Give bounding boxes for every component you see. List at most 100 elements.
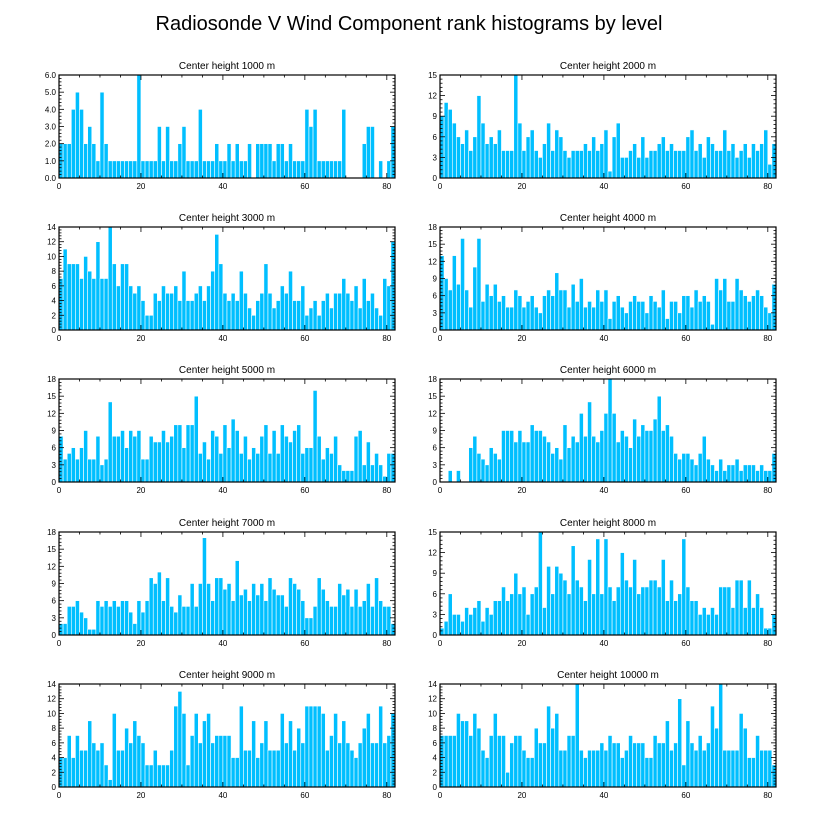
histogram-bar (599, 593, 605, 636)
histogram-panel: Center height 3000 m 0 2 4 6 8 10 12 14 0 20 40 60 80 (47, 213, 396, 343)
histogram-bar (546, 122, 551, 179)
histogram-bar (320, 588, 326, 636)
histogram-bar (255, 594, 261, 636)
histogram-bar (382, 278, 388, 331)
histogram-bar (579, 278, 584, 331)
histogram-bar (648, 430, 654, 483)
y-tick-label: 8 (52, 267, 57, 276)
histogram-bar (525, 614, 531, 636)
histogram-bar (312, 390, 318, 483)
histogram-bar (87, 270, 93, 331)
histogram-bar (124, 600, 129, 636)
histogram-panel: Center height 1000 m 0.0 1.0 2.0 3.0 4.0 5.0 6.… (45, 61, 396, 191)
histogram-bar (296, 727, 302, 788)
histogram-bar (325, 447, 330, 483)
x-tick-label: 60 (300, 639, 309, 648)
x-tick-label: 20 (136, 334, 145, 343)
histogram-bar (79, 109, 84, 179)
histogram-bar (517, 295, 523, 331)
histogram-bar (476, 727, 482, 788)
histogram-bar (333, 292, 338, 331)
histogram-bar (161, 430, 166, 483)
panel-title: Center height 7000 m (179, 518, 275, 529)
y-tick-label: 3 (433, 461, 438, 470)
histogram-bar (472, 435, 478, 483)
histogram-bar (177, 300, 183, 331)
histogram-bar (243, 160, 248, 179)
histogram-bar (710, 705, 715, 788)
histogram-bar (103, 764, 109, 788)
histogram-bar (726, 301, 732, 331)
histogram-bar (636, 593, 642, 636)
histogram-bar (198, 109, 203, 179)
histogram-bar (570, 150, 576, 179)
histogram-bar (91, 278, 97, 331)
histogram-bar (468, 735, 474, 788)
histogram-bar (185, 764, 191, 788)
histogram-bar (132, 435, 138, 483)
histogram-bar (177, 143, 183, 179)
histogram-bar (386, 160, 392, 179)
histogram-bar (640, 424, 646, 483)
histogram-bar (251, 314, 256, 331)
histogram-bar (226, 583, 232, 636)
histogram-bar (83, 749, 88, 788)
y-tick-label: 3 (52, 614, 57, 623)
histogram-bar (546, 566, 551, 636)
histogram-bar (79, 611, 84, 636)
histogram-bar (689, 742, 695, 788)
histogram-bar (587, 301, 592, 331)
histogram-bar (648, 150, 654, 179)
histogram-bar (173, 705, 179, 788)
histogram-bar (99, 464, 105, 483)
histogram-bar (218, 453, 224, 483)
histogram-bar (148, 435, 154, 483)
histogram-bar (75, 91, 80, 179)
histogram-bar (103, 458, 109, 483)
y-tick-label: 9 (433, 569, 438, 578)
histogram-panel: Center height 6000 m 0 3 6 9 12 15 18 0 20 40 60 80 (428, 365, 777, 495)
histogram-bar (193, 395, 199, 483)
histogram-bar (509, 150, 515, 179)
histogram-bar (751, 607, 756, 636)
y-tick-label: 12 (428, 409, 437, 418)
histogram-bar (640, 742, 646, 788)
y-tick-label: 9 (433, 275, 438, 284)
histogram-bar (730, 607, 736, 636)
histogram-bar (222, 292, 228, 331)
histogram-bar (579, 413, 584, 483)
figure-title: Radiosonde V Wind Component rank histogr… (156, 13, 663, 35)
histogram-bar (669, 301, 674, 331)
histogram-bar (177, 691, 183, 788)
y-tick-label: 3 (433, 153, 438, 162)
histogram-bar (767, 312, 773, 331)
histogram-bar (583, 757, 588, 788)
histogram-bar (722, 586, 728, 636)
x-tick-label: 0 (57, 182, 62, 191)
x-tick-label: 0 (57, 639, 62, 648)
histogram-bar (91, 742, 97, 788)
histogram-bar (124, 447, 129, 483)
histogram-bar (456, 283, 461, 331)
x-tick-label: 0 (57, 334, 62, 343)
y-tick-label: 10 (428, 709, 437, 718)
histogram-bar (665, 600, 670, 636)
histogram-bar (247, 458, 252, 483)
histogram-bar (505, 430, 510, 483)
histogram-bar (603, 538, 609, 636)
histogram-bar (726, 586, 732, 636)
histogram-bar (751, 295, 756, 331)
histogram-bar (501, 150, 506, 179)
histogram-bar (677, 698, 683, 788)
histogram-bar (185, 424, 191, 483)
histogram-bar (579, 150, 584, 179)
histogram-bar (169, 435, 175, 483)
histogram-bar (226, 300, 232, 331)
histogram-bar (632, 742, 637, 788)
histogram-bar (238, 160, 244, 179)
histogram-bar (247, 307, 252, 331)
histogram-bar (288, 720, 293, 788)
histogram-bar (132, 720, 138, 788)
histogram-bar (62, 458, 68, 483)
histogram-bar (599, 742, 605, 788)
